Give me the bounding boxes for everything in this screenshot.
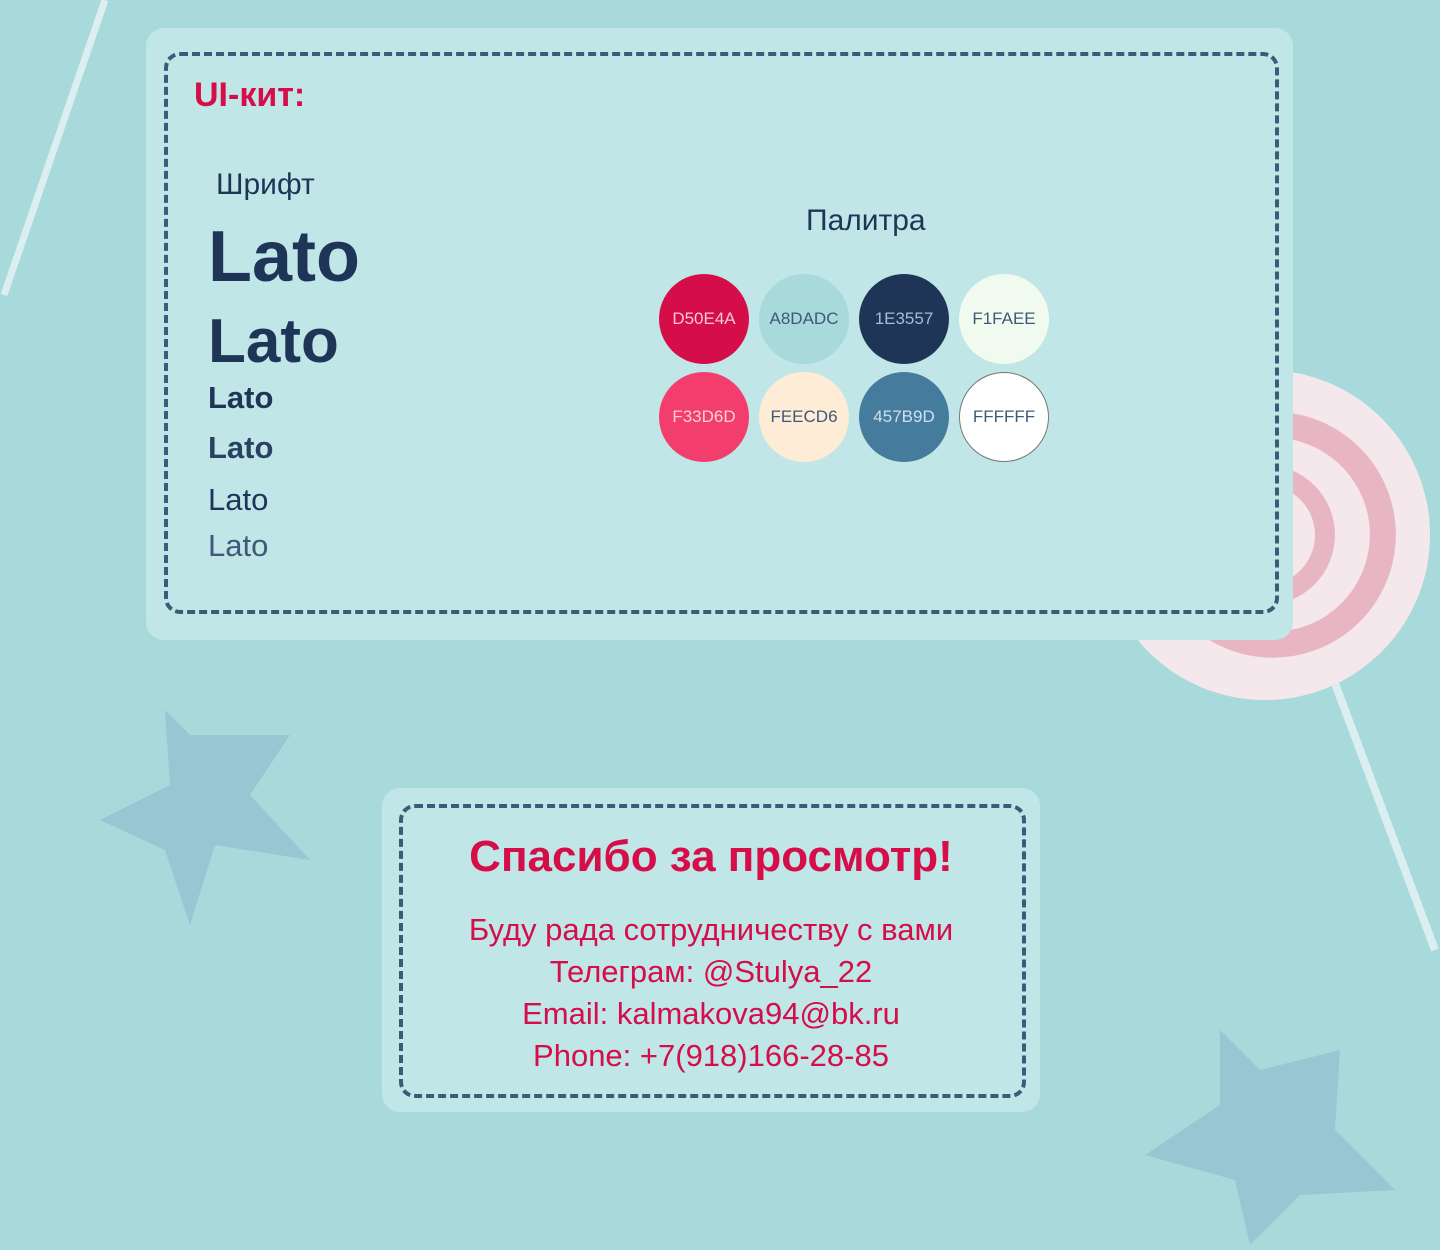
star-decoration [100, 710, 310, 925]
color-swatch: A8DADC [759, 274, 849, 364]
font-label: Шрифт [216, 168, 315, 201]
dashed-border [164, 52, 1279, 614]
color-swatch: D50E4A [659, 274, 749, 364]
font-sample-bold: Lato [208, 307, 339, 376]
phone-contact: Phone: +7(918)166-28-85 [533, 1038, 889, 1073]
dashed-border [399, 804, 1026, 1098]
font-sample-heavy: Lato [208, 380, 274, 415]
ui-kit-card: UI-кит: Шрифт Lato Lato Lato Lato Lato L… [146, 28, 1293, 640]
thanks-title: Спасибо за просмотр! [469, 832, 953, 881]
color-swatch: FFFFFF [959, 372, 1049, 462]
font-sample-semibold: Lato [208, 430, 274, 465]
font-sample-regular: Lato [208, 482, 269, 517]
color-swatch: 1E3557 [859, 274, 949, 364]
font-sample-black: Lato [208, 217, 360, 297]
ui-kit-title: UI-кит: [194, 76, 306, 114]
color-swatch: 457B9D [859, 372, 949, 462]
color-swatch: F1FAEE [959, 274, 1049, 364]
lollipop-stick-left-decoration [0, 0, 109, 297]
palette-label: Палитра [806, 204, 926, 237]
font-sample-light: Lato [208, 528, 269, 563]
color-swatch: FEECD6 [759, 372, 849, 462]
thanks-card: Спасибо за просмотр! Буду рада сотруднич… [382, 788, 1040, 1112]
email-contact: Email: kalmakova94@bk.ru [522, 996, 900, 1031]
color-swatch: F33D6D [659, 372, 749, 462]
star-decoration [1145, 1030, 1395, 1245]
thanks-line: Буду рада сотрудничеству с вами [468, 912, 954, 947]
telegram-contact: Телеграм: @Stulya_22 [549, 954, 873, 989]
